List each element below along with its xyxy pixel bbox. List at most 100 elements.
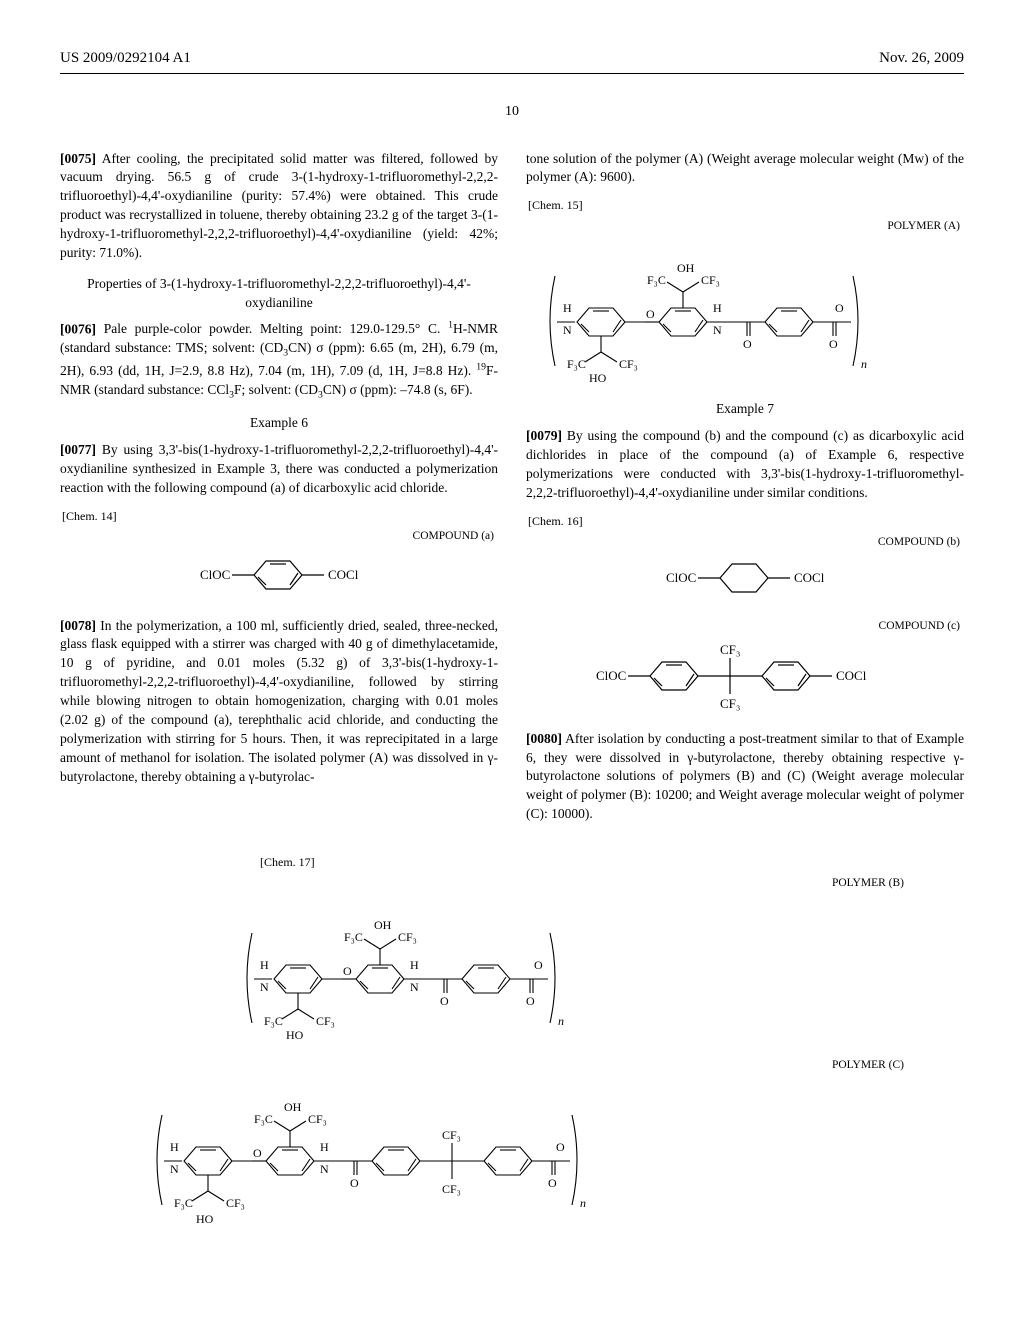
lbl: COCl: [794, 570, 825, 585]
lbl: H: [713, 301, 722, 315]
para-0075: [0075] After cooling, the precipitated s…: [60, 150, 498, 263]
para-0079: [0079] By using the compound (b) and the…: [526, 427, 964, 503]
compound-a-label: COMPOUND (a): [60, 528, 494, 544]
para-text: After isolation by conducting a post-tre…: [526, 731, 964, 822]
lbl: H: [260, 958, 269, 972]
polymer-a-label: POLYMER (A): [526, 218, 960, 234]
para-num: [0076]: [60, 321, 96, 336]
lbl: N: [260, 980, 269, 994]
lbl: CF₃: [226, 1196, 245, 1210]
chem-16-label: [Chem. 16]: [528, 513, 964, 530]
lbl: O: [350, 1176, 359, 1190]
lbl: ClOC: [666, 570, 696, 585]
lbl: CF₃: [720, 642, 740, 657]
properties-heading: Properties of 3-(1-hydroxy-1-trifluorome…: [60, 275, 498, 313]
lbl: n: [861, 357, 867, 371]
compound-b-structure: ClOC COCl: [526, 552, 964, 604]
lbl: F₃C: [647, 273, 666, 287]
lbl: CF₃: [720, 696, 740, 711]
page-number: 10: [60, 102, 964, 122]
page-header: US 2009/0292104 A1 Nov. 26, 2009: [60, 48, 964, 74]
lbl: N: [713, 323, 722, 337]
lbl: O: [440, 994, 449, 1008]
para-num: [0080]: [526, 731, 562, 746]
lbl: HO: [196, 1212, 214, 1226]
compound-b-label: COMPOUND (b): [526, 534, 960, 550]
patent-number: US 2009/0292104 A1: [60, 48, 191, 69]
para-text: After cooling, the precipitated solid ma…: [60, 151, 498, 260]
lbl: O: [556, 1140, 565, 1154]
lbl: O: [646, 307, 655, 321]
lbl: CF₃: [619, 357, 638, 371]
lbl: ClOC: [596, 668, 626, 683]
lbl: CF₃: [398, 930, 417, 944]
lbl: OH: [374, 918, 392, 932]
compound-c-label: COMPOUND (c): [526, 618, 960, 634]
lbl: O: [743, 337, 752, 351]
compound-a-left: ClOC: [200, 567, 230, 582]
example-6-heading: Example 6: [60, 414, 498, 433]
para-num: [0075]: [60, 151, 96, 166]
lbl: n: [558, 1014, 564, 1028]
lbl: O: [835, 301, 844, 315]
polymer-b-structure: H N F₃C CF₃ HO O OH F₃C CF₃ H N O O O n: [60, 893, 964, 1043]
lbl: CF₃: [316, 1014, 335, 1028]
lbl: OH: [677, 261, 695, 275]
lbl: n: [580, 1196, 586, 1210]
polymer-a-structure: H N F₃C CF₃ HO O OH F₃C CF₃ H N O O O n: [526, 236, 964, 386]
lbl: F₃C: [567, 357, 586, 371]
para-0078-cont: tone solution of the polymer (A) (Weight…: [526, 150, 964, 188]
lbl: O: [829, 337, 838, 351]
compound-c-structure: ClOC COCl CF₃ CF₃: [526, 636, 964, 716]
lbl: OH: [284, 1100, 302, 1114]
example-7-heading: Example 7: [526, 400, 964, 419]
lbl: H: [563, 301, 572, 315]
lbl: H: [320, 1140, 329, 1154]
para-0078: [0078] In the polymerization, a 100 ml, …: [60, 617, 498, 787]
lbl: O: [343, 964, 352, 978]
compound-a-right: COCl: [328, 567, 359, 582]
lbl: CF₃: [442, 1128, 461, 1142]
right-column: tone solution of the polymer (A) (Weight…: [526, 150, 964, 831]
lbl: N: [563, 323, 572, 337]
lbl: COCl: [836, 668, 867, 683]
lbl: H: [410, 958, 419, 972]
polymer-c-label: POLYMER (C): [60, 1057, 904, 1073]
para-num: [0079]: [526, 428, 562, 443]
chem-17-label: [Chem. 17]: [260, 854, 964, 871]
lbl: CF₃: [701, 273, 720, 287]
lbl: N: [410, 980, 419, 994]
lbl: O: [548, 1176, 557, 1190]
lbl: O: [253, 1146, 262, 1160]
chem-15-label: [Chem. 15]: [528, 197, 964, 214]
para-num: [0078]: [60, 618, 96, 633]
para-text: In the polymerization, a 100 ml, suffici…: [60, 618, 498, 784]
lbl: N: [320, 1162, 329, 1176]
lbl: HO: [286, 1028, 304, 1042]
compound-a-structure: ClOC COCl: [60, 547, 498, 603]
para-text: By using 3,3'-bis(1-hydroxy-1-trifluorom…: [60, 442, 498, 495]
para-0080: [0080] After isolation by conducting a p…: [526, 730, 964, 824]
full-width-section: [Chem. 17] POLYMER (B): [60, 854, 964, 1230]
polymer-c-structure: H N F₃C CF₃ HO O OH F₃C CF₃ H N O CF₃ CF…: [60, 1075, 964, 1230]
lbl: N: [170, 1162, 179, 1176]
lbl: CF₃: [308, 1112, 327, 1126]
lbl: HO: [589, 371, 607, 385]
lbl: CF₃: [442, 1182, 461, 1196]
chem-14-label: [Chem. 14]: [62, 508, 498, 525]
lbl: F₃C: [344, 930, 363, 944]
lbl: O: [526, 994, 535, 1008]
publication-date: Nov. 26, 2009: [879, 48, 964, 69]
lbl: H: [170, 1140, 179, 1154]
para-text: By using the compound (b) and the compou…: [526, 428, 964, 500]
para-text: Pale purple-color powder. Melting point:…: [60, 321, 498, 397]
lbl: O: [534, 958, 543, 972]
body-columns: [0075] After cooling, the precipitated s…: [60, 150, 964, 831]
para-num: [0077]: [60, 442, 96, 457]
para-0076: [0076] Pale purple-color powder. Melting…: [60, 319, 498, 402]
lbl: F₃C: [254, 1112, 273, 1126]
para-0077: [0077] By using 3,3'-bis(1-hydroxy-1-tri…: [60, 441, 498, 498]
lbl: F₃C: [174, 1196, 193, 1210]
polymer-b-label: POLYMER (B): [60, 875, 904, 891]
left-column: [0075] After cooling, the precipitated s…: [60, 150, 498, 831]
